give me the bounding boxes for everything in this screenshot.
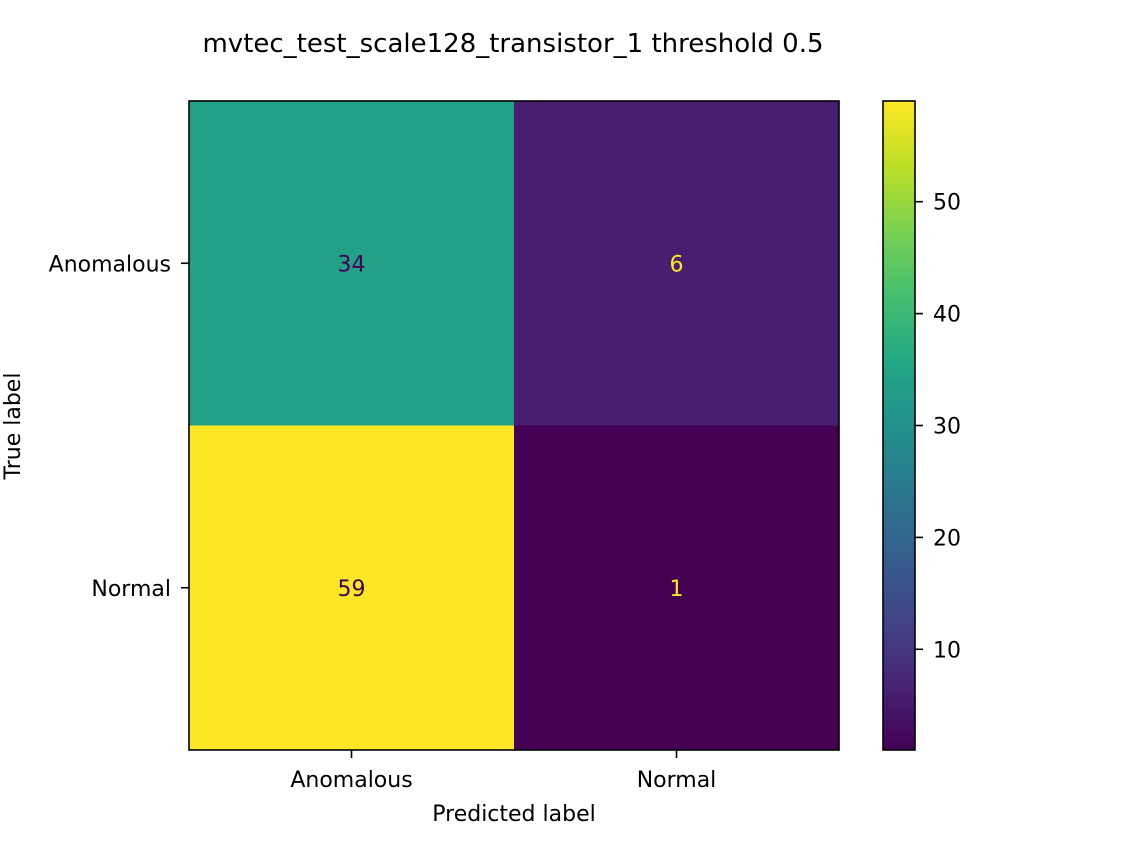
heatmap-cell-r0-c1 [514,101,840,426]
colorbar-tick-label-1: 20 [933,526,961,551]
x-axis-label: Predicted label [432,802,595,827]
colorbar-tick-label-2: 30 [933,415,961,440]
y-axis-label: True label [1,373,26,481]
colorbar [882,100,916,751]
chart-title: mvtec_test_scale128_transistor_1 thresho… [202,29,823,59]
colorbar-tick-label-3: 40 [933,303,961,328]
cell-value-label-r1-c1: 1 [670,577,684,602]
colorbar-tick-label-0: 10 [933,638,961,663]
cell-value-label-r0-c1: 6 [670,252,684,277]
y-tick-label-0: Anomalous [49,252,171,277]
x-axis-ticks: Anomalous Normal [290,750,716,793]
heatmap-cell-r0-c0 [189,101,515,426]
y-axis-ticks: Anomalous Normal [49,252,189,602]
heatmap-cells [189,101,840,751]
plot-frame [188,100,840,751]
y-tick-label-1: Normal [91,577,171,602]
colorbar-ticks: 10 20 30 40 50 [915,191,961,663]
colorbar-tick-label-4: 50 [933,191,961,216]
cell-value-label-r1-c0: 59 [338,577,366,602]
heatmap-cell-labels: 34 6 59 1 [338,252,684,602]
heatmap-cell-r1-c0 [189,425,515,751]
cell-value-label-r0-c0: 34 [338,252,366,277]
x-tick-label-0: Anomalous [290,768,412,793]
x-tick-label-1: Normal [637,768,717,793]
heatmap-cell-r1-c1 [514,425,840,751]
